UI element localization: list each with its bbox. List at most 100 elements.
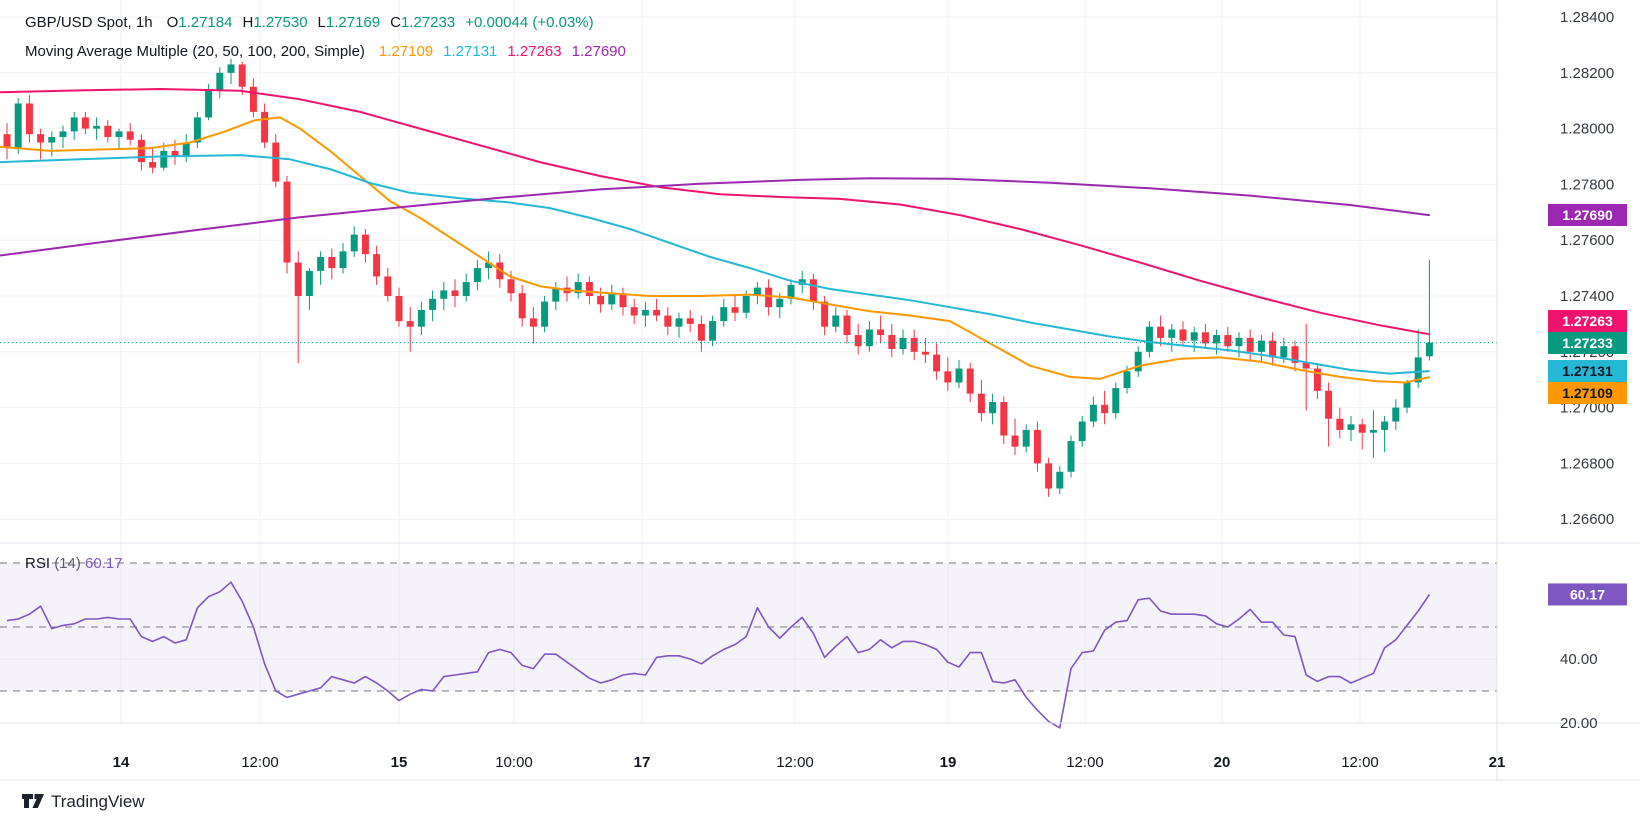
close-value: 1.27233 <box>400 14 456 31</box>
tradingview-logo-icon <box>22 794 44 808</box>
rsi-axis-label: 40.00 <box>1560 651 1598 668</box>
rsi-line <box>6 581 1431 729</box>
candle-body <box>507 279 515 294</box>
candle-body <box>787 284 795 299</box>
candle-body <box>1347 424 1355 430</box>
time-axis-label: 12:00 <box>1066 754 1104 771</box>
candle-body <box>977 393 985 414</box>
candle-body <box>1112 388 1120 414</box>
candle-body <box>843 315 851 336</box>
close-label: C <box>390 14 401 31</box>
time-axis-label: 10:00 <box>495 754 533 771</box>
candle-body <box>854 335 862 347</box>
candle-body <box>406 321 414 327</box>
price-scale-drag-area[interactable] <box>1497 0 1640 780</box>
candle-body <box>48 136 56 143</box>
candle-body <box>59 131 67 137</box>
time-axis-label: 14 <box>113 754 130 771</box>
candle-body <box>1414 357 1422 383</box>
candle-body <box>440 290 448 299</box>
candle-body <box>1000 402 1008 436</box>
candle-body <box>653 309 661 316</box>
candle-body <box>1067 441 1075 472</box>
rsi-badge-label: 60.17 <box>1570 586 1605 602</box>
price-axis-label: 1.27400 <box>1560 288 1614 305</box>
candle-body <box>473 268 481 283</box>
candle-body <box>921 351 929 355</box>
candle-body <box>305 270 313 296</box>
candle-body <box>104 125 112 137</box>
candle-body <box>966 368 974 394</box>
candle-body <box>429 298 437 310</box>
candle-body <box>417 309 425 327</box>
price-badge-label: 1.27263 <box>1562 313 1613 329</box>
time-axis-label: 17 <box>634 754 651 771</box>
candle-body <box>216 72 224 90</box>
candle-body <box>1134 351 1142 372</box>
candle-body <box>518 293 526 319</box>
rsi-value: 60.17 <box>85 555 123 572</box>
price-axis-label: 1.26800 <box>1560 455 1614 472</box>
ma-legend[interactable]: Moving Average Multiple (20, 50, 100, 20… <box>25 43 626 60</box>
low-value: 1.27169 <box>325 14 381 31</box>
candle-body <box>1336 418 1344 430</box>
candle-body <box>1246 337 1254 352</box>
price-axis-label: 1.28400 <box>1560 9 1614 26</box>
tradingview-logo[interactable]: TradingView <box>22 792 145 812</box>
time-axis-label: 12:00 <box>1341 754 1379 771</box>
rsi-legend[interactable]: RSI (14) 60.17 <box>25 555 123 572</box>
candle-body <box>910 337 918 352</box>
candle-body <box>529 318 537 327</box>
candle-body <box>227 64 235 73</box>
candle-body <box>585 282 593 296</box>
candle-body <box>899 337 907 350</box>
candle-body <box>149 162 157 168</box>
candle-body <box>1201 332 1209 344</box>
ma-100-line <box>0 88 1430 336</box>
candle-body <box>1425 342 1433 357</box>
candle-body <box>137 139 145 163</box>
candle-body <box>1033 429 1041 464</box>
candle-body <box>1403 382 1411 408</box>
symbol-legend[interactable]: GBP/USD Spot, 1h O1.27184 H1.27530 L1.27169… <box>25 14 594 31</box>
candle-body <box>1257 340 1265 352</box>
candle-body <box>3 134 11 149</box>
candle-body <box>384 276 392 296</box>
candle-body <box>261 111 269 143</box>
candle-body <box>1358 424 1366 433</box>
candle-body <box>574 282 582 294</box>
ma-50-line <box>0 154 1430 375</box>
candle-body <box>37 134 45 143</box>
candle-body <box>249 86 257 112</box>
candle-body <box>832 315 840 327</box>
candle-body <box>350 234 358 252</box>
candle-body <box>238 64 246 87</box>
candle-body <box>1269 340 1277 358</box>
time-axis-label: 15 <box>391 754 408 771</box>
price-badge <box>1548 382 1627 404</box>
candle-body <box>1078 421 1086 442</box>
candle-body <box>1145 326 1153 352</box>
candle-body <box>776 298 784 308</box>
candle-body <box>193 117 201 143</box>
candle-body <box>1280 346 1288 358</box>
candle-body <box>686 318 694 324</box>
price-axis-label: 1.26600 <box>1560 511 1614 528</box>
candle-body <box>709 321 717 341</box>
change-value: +0.00044 (+0.03%) <box>465 14 594 31</box>
time-scale-drag-area[interactable] <box>0 723 1497 780</box>
candle-body <box>742 296 750 313</box>
candle-body <box>1089 404 1097 422</box>
ma20-value: 1.27109 <box>378 43 434 60</box>
candle-body <box>1011 435 1019 447</box>
candle-body <box>552 287 560 302</box>
candle-body <box>597 296 605 305</box>
candle-body <box>1101 404 1109 414</box>
candle-body <box>1392 407 1400 422</box>
candle-body <box>1157 326 1165 338</box>
ma100-value: 1.27263 <box>507 43 562 60</box>
time-axis-label: 20 <box>1214 754 1231 771</box>
candle-body <box>955 368 963 383</box>
open-label: O <box>166 14 179 31</box>
